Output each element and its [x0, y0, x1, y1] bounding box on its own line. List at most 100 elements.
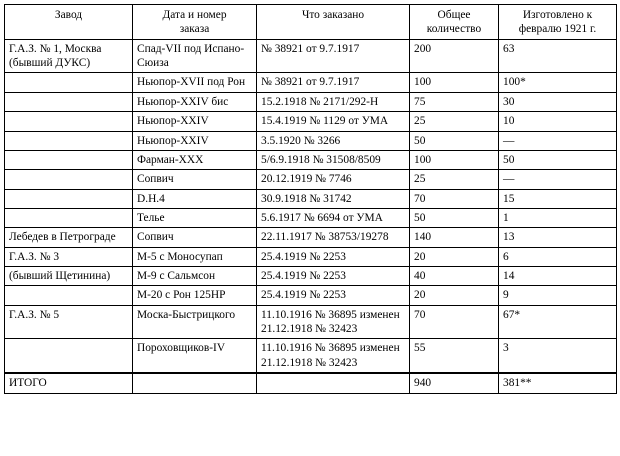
table-row: Сопвич 20.12.1919 № 7746 25 — [4, 169, 617, 190]
cell-made: 13 [498, 227, 617, 248]
cell-total-made: 381** [498, 372, 617, 394]
cell-order-no: 25.4.1919 № 2253 [256, 285, 410, 306]
cell-ordered: М-5 с Моносупап [132, 246, 257, 268]
cell-order-no: 20.12.1919 № 7746 [256, 169, 410, 190]
cell-made: 10 [498, 111, 617, 132]
column-header-factory-line1: Завод [54, 9, 83, 21]
table-row: Ньюпор-XXIV бис 15.2.1918 № 2171/292-Н 7… [4, 91, 617, 113]
cell-factory [4, 149, 133, 171]
column-header-produced-by: Изготовлено к февралю 1921 г. [498, 4, 617, 40]
table-row: D.H.4 30.9.1918 № 31742 70 15 [4, 188, 617, 209]
cell-factory [4, 188, 133, 209]
cell-total-order-no [256, 372, 410, 394]
cell-total: 140 [409, 227, 499, 248]
cell-total: 40 [409, 266, 499, 287]
aircraft-orders-table: Завод Дата и номер заказа Что заказано О… [4, 4, 617, 394]
cell-order-no: 11.10.1916 № 36895 изменен 21.12.1918 № … [256, 304, 410, 340]
cell-factory: Г.А.З. № 5 [4, 304, 133, 340]
column-header-order-date-line2: заказа [179, 23, 210, 36]
column-header-total-quantity-line1: Общее [437, 9, 471, 21]
cell-ordered: Пороховщиков-IV [132, 338, 257, 374]
cell-factory [4, 169, 133, 190]
cell-total: 70 [409, 188, 499, 209]
cell-factory: (бывший Щетинина) [4, 266, 133, 287]
cell-total: 200 [409, 38, 499, 74]
cell-made: 50 [498, 149, 617, 171]
table-row: Г.А.З. № 3 М-5 с Моносупап 25.4.1919 № 2… [4, 246, 617, 268]
column-header-order-date-line1: Дата и номер [162, 9, 227, 21]
cell-made: 63 [498, 38, 617, 74]
cell-factory [4, 72, 133, 93]
table-row: Телье 5.6.1917 № 6694 от УМА 50 1 [4, 207, 617, 229]
table-row: М-20 с Рон 125НР 25.4.1919 № 2253 20 9 [4, 285, 617, 306]
cell-total: 20 [409, 285, 499, 306]
cell-ordered: Моска-Быстрицкого [132, 304, 257, 340]
cell-factory [4, 338, 133, 374]
cell-ordered: Телье [132, 207, 257, 229]
cell-total-label: ИТОГО [4, 372, 133, 394]
cell-total: 55 [409, 338, 499, 374]
cell-order-no: 15.2.1918 № 2171/292-Н [256, 91, 410, 113]
order-table-container: Завод Дата и номер заказа Что заказано О… [4, 4, 617, 394]
cell-total: 25 [409, 111, 499, 132]
cell-ordered: Ньюпор-XXIV [132, 130, 257, 151]
cell-order-no: 11.10.1916 № 36895 изменен 21.12.1918 № … [256, 338, 410, 374]
cell-ordered: Спад-VII под Испано-Сюиза [132, 38, 257, 74]
cell-ordered: М-20 с Рон 125НР [132, 285, 257, 306]
cell-order-no: 30.9.1918 № 31742 [256, 188, 410, 209]
table-body: Г.А.З. № 1, Москва (бывший ДУКС) Спад-VI… [4, 38, 617, 394]
cell-made: 15 [498, 188, 617, 209]
cell-ordered: Ньюпор-XVII под Рон [132, 72, 257, 93]
cell-made: 3 [498, 338, 617, 374]
column-header-produced-by-line1: Изготовлено к [522, 9, 593, 21]
cell-made: — [498, 130, 617, 151]
cell-order-no: 5/6.9.1918 № 31508/8509 [256, 149, 410, 171]
cell-made: 6 [498, 246, 617, 268]
cell-total: 25 [409, 169, 499, 190]
cell-made: 100* [498, 72, 617, 93]
cell-total: 20 [409, 246, 499, 268]
cell-order-no: 22.11.1917 № 38753/19278 [256, 227, 410, 248]
cell-made: 9 [498, 285, 617, 306]
cell-order-no: 25.4.1919 № 2253 [256, 246, 410, 268]
table-row: Ньюпор-XVII под Рон № 38921 от 9.7.1917 … [4, 72, 617, 93]
table-row: Лебедев в Петрограде Сопвич 22.11.1917 №… [4, 227, 617, 248]
cell-factory: Лебедев в Петрограде [4, 227, 133, 248]
cell-factory [4, 91, 133, 113]
cell-order-no: 3.5.1920 № 3266 [256, 130, 410, 151]
cell-order-no: № 38921 от 9.7.1917 [256, 72, 410, 93]
cell-factory [4, 207, 133, 229]
cell-factory: Г.А.З. № 3 [4, 246, 133, 268]
cell-made: 30 [498, 91, 617, 113]
cell-ordered: Ньюпор-XXIV бис [132, 91, 257, 113]
table-total-row: ИТОГО 940 381** [4, 372, 617, 394]
cell-made: 14 [498, 266, 617, 287]
cell-factory [4, 111, 133, 132]
column-header-order-date: Дата и номер заказа [132, 4, 257, 40]
cell-factory [4, 130, 133, 151]
cell-total: 50 [409, 207, 499, 229]
column-header-total-quantity-line2: количество [426, 23, 482, 36]
table-row: Г.А.З. № 5 Моска-Быстрицкого 11.10.1916 … [4, 304, 617, 340]
column-header-factory: Завод [4, 4, 133, 40]
cell-ordered: М-9 с Сальмсон [132, 266, 257, 287]
cell-total: 50 [409, 130, 499, 151]
cell-total: 75 [409, 91, 499, 113]
cell-factory: Г.А.З. № 1, Москва (бывший ДУКС) [4, 38, 133, 74]
table-header-row: Завод Дата и номер заказа Что заказано О… [4, 4, 617, 40]
table-row: Фарман-XXX 5/6.9.1918 № 31508/8509 100 5… [4, 149, 617, 171]
cell-factory [4, 285, 133, 306]
table-row: (бывший Щетинина) М-9 с Сальмсон 25.4.19… [4, 266, 617, 287]
cell-ordered: D.H.4 [132, 188, 257, 209]
cell-ordered: Сопвич [132, 169, 257, 190]
column-header-what-ordered-line1: Что заказано [301, 9, 365, 21]
table-row: Пороховщиков-IV 11.10.1916 № 36895 измен… [4, 338, 617, 374]
cell-total: 100 [409, 72, 499, 93]
cell-order-no: 25.4.1919 № 2253 [256, 266, 410, 287]
table-row: Ньюпор-XXIV 3.5.1920 № 3266 50 — [4, 130, 617, 151]
cell-ordered: Фарман-XXX [132, 149, 257, 171]
cell-made: — [498, 169, 617, 190]
table-row: Ньюпор-XXIV 15.4.1919 № 1129 от УМА 25 1… [4, 111, 617, 132]
column-header-produced-by-line2: февралю 1921 г. [518, 23, 597, 36]
cell-total: 70 [409, 304, 499, 340]
